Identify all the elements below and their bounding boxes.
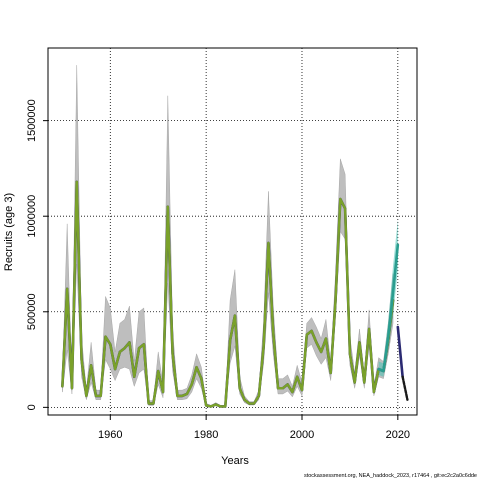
- source-note: stockassessment.org, NEA_haddock_2023, r…: [304, 473, 477, 479]
- x-axis: 1960 1980 2000 2020: [98, 415, 410, 441]
- y-tick-label: 0: [26, 404, 38, 410]
- y-axis: 0 500000 1000000 1500000: [26, 99, 48, 410]
- forecast-line: [396, 325, 404, 379]
- series-lines: [61, 180, 409, 408]
- y-tick-label: 1000000: [26, 195, 38, 238]
- recent-line: [377, 243, 400, 373]
- x-tick-label: 2000: [290, 429, 314, 441]
- x-tick-label: 1960: [98, 429, 122, 441]
- x-tick-label: 2020: [386, 429, 410, 441]
- confidence-band: [62, 65, 394, 408]
- y-tick-label: 1500000: [26, 99, 38, 142]
- forecast-line-tail: [401, 375, 409, 401]
- y-tick-label: 500000: [26, 293, 38, 330]
- plot-frame: [47, 47, 418, 416]
- x-tick-label: 1980: [194, 429, 218, 441]
- estimate-line: [61, 180, 395, 408]
- y-axis-label: Recruits (age 3): [3, 193, 15, 271]
- grid-lines: [48, 48, 417, 415]
- x-axis-label: Years: [221, 455, 249, 467]
